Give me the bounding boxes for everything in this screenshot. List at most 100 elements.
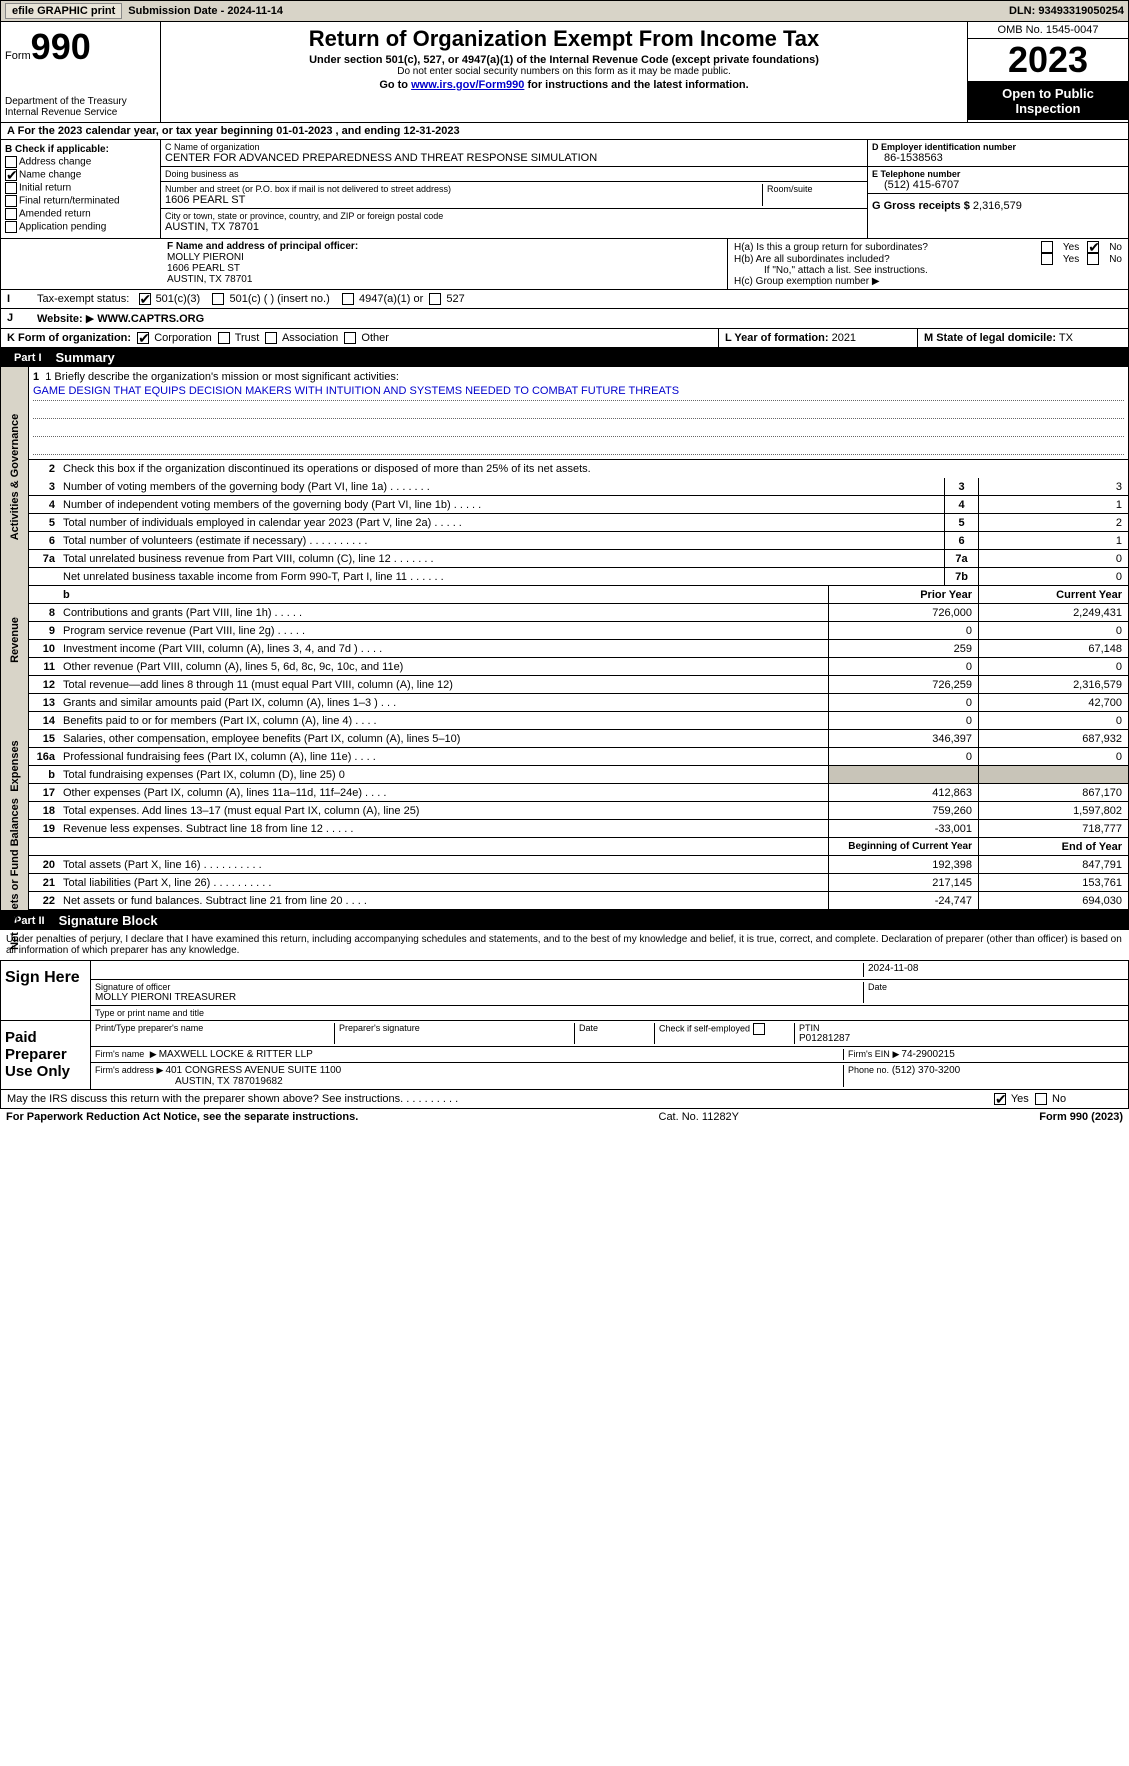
c-org-name: CENTER FOR ADVANCED PREPAREDNESS AND THR… (165, 152, 863, 164)
row-klm: K Form of organization: Corporation Trus… (0, 329, 1129, 348)
col-deg: D Employer identification number 86-1538… (868, 140, 1128, 238)
hdr-prior: Prior Year (828, 586, 978, 603)
summary-row: 5Total number of individuals employed in… (29, 514, 1128, 532)
goto-post: for instructions and the latest informat… (524, 79, 748, 91)
paid-preparer-label: Paid Preparer Use Only (1, 1021, 91, 1089)
type-name-label: Type or print name and title (95, 1008, 204, 1018)
summary-row: 20Total assets (Part X, line 16) . . . .… (29, 856, 1128, 874)
d-ein-label: D Employer identification number (872, 142, 1124, 152)
chk-501c3[interactable] (139, 293, 151, 305)
page-footer: For Paperwork Reduction Act Notice, see … (0, 1109, 1129, 1125)
b-label: b (59, 587, 828, 603)
f-officer-city: AUSTIN, TX 78701 (167, 274, 721, 285)
net-assets-block: Net Assets or Fund Balances Beginning of… (0, 838, 1129, 911)
c-room-label: Room/suite (767, 184, 863, 194)
signature-block: Sign Here 2024-11-08 Signature of office… (0, 960, 1129, 1090)
form-title: Return of Organization Exempt From Incom… (165, 26, 963, 52)
expenses-block: Expenses 13Grants and similar amounts pa… (0, 694, 1129, 838)
a-tax-year-line: A For the 2023 calendar year, or tax yea… (0, 123, 1129, 140)
summary-row: 18Total expenses. Add lines 13–17 (must … (29, 802, 1128, 820)
c-dba-label: Doing business as (165, 169, 863, 179)
chk-4947[interactable] (342, 293, 354, 305)
hdr-beg: Beginning of Current Year (828, 838, 978, 855)
chk-name-change[interactable] (5, 169, 17, 181)
chk-ha-yes[interactable] (1041, 241, 1053, 253)
efile-print-button[interactable]: efile GRAPHIC print (5, 3, 122, 19)
c-city: AUSTIN, TX 78701 (165, 221, 863, 233)
chk-ha-no[interactable] (1087, 241, 1099, 253)
c-name-label: C Name of organization (165, 142, 863, 152)
omb-number: OMB No. 1545-0047 (968, 22, 1128, 39)
c-city-label: City or town, state or province, country… (165, 211, 863, 221)
b-header: B Check if applicable: (5, 144, 156, 155)
side-governance: Activities & Governance (1, 367, 29, 586)
f-label: F Name and address of principal officer: (167, 241, 721, 252)
chk-initial-return[interactable] (5, 182, 17, 194)
f-officer-street: 1606 PEARL ST (167, 263, 721, 274)
chk-hb-no[interactable] (1087, 253, 1099, 265)
summary-row: 6Total number of volunteers (estimate if… (29, 532, 1128, 550)
g-gross-val: 2,316,579 (973, 200, 1022, 212)
summary-row: 7aTotal unrelated business revenue from … (29, 550, 1128, 568)
irs-link[interactable]: www.irs.gov/Form990 (411, 79, 524, 91)
summary-row: 8Contributions and grants (Part VIII, li… (29, 604, 1128, 622)
chk-discuss-no[interactable] (1035, 1093, 1047, 1105)
subtitle-1: Under section 501(c), 527, or 4947(a)(1)… (165, 54, 963, 66)
form-word: Form (5, 50, 31, 62)
summary-row: 15Salaries, other compensation, employee… (29, 730, 1128, 748)
chk-self-employed[interactable] (753, 1023, 765, 1035)
goto-pre: Go to (379, 79, 411, 91)
sign-here-label: Sign Here (1, 961, 91, 1020)
chk-other[interactable] (344, 332, 356, 344)
col-c: C Name of organization CENTER FOR ADVANC… (161, 140, 868, 238)
chk-hb-yes[interactable] (1041, 253, 1053, 265)
arrow-icon: ▶ (872, 276, 880, 287)
officer-name: MOLLY PIERONI TREASURER (95, 992, 863, 1003)
chk-corp[interactable] (137, 332, 149, 344)
summary-row: 4Number of independent voting members of… (29, 496, 1128, 514)
e-phone: (512) 415-6707 (872, 179, 1124, 191)
c-street-label: Number and street (or P.O. box if mail i… (165, 184, 758, 194)
summary-row: 17Other expenses (Part IX, column (A), l… (29, 784, 1128, 802)
part1-header: Part I Summary (0, 348, 1129, 367)
form-header: Form990 Department of the Treasury Inter… (0, 22, 1129, 123)
subtitle-2: Do not enter social security numbers on … (165, 66, 963, 77)
summary-row: Net unrelated business taxable income fr… (29, 568, 1128, 586)
mission-text: GAME DESIGN THAT EQUIPS DECISION MAKERS … (33, 385, 1124, 401)
firm-phone: (512) 370-3200 (892, 1065, 960, 1076)
summary-row: 9Program service revenue (Part VIII, lin… (29, 622, 1128, 640)
summary-row: 10Investment income (Part VIII, column (… (29, 640, 1128, 658)
website-link[interactable]: WWW.CAPTRS.ORG (97, 313, 204, 325)
chk-discuss-yes[interactable] (994, 1093, 1006, 1105)
hb-label: H(b) Are all subordinates included? (734, 254, 1033, 265)
chk-final-return[interactable] (5, 195, 17, 207)
summary-row: 14Benefits paid to or for members (Part … (29, 712, 1128, 730)
chk-assoc[interactable] (265, 332, 277, 344)
open-inspection: Open to Public Inspection (968, 82, 1128, 120)
hb-note: If "No," attach a list. See instructions… (734, 265, 1122, 276)
line-16b: Total fundraising expenses (Part IX, col… (59, 767, 828, 783)
governance-block: Activities & Governance 1 1 Briefly desc… (0, 367, 1129, 586)
hc-label: H(c) Group exemption number (734, 276, 869, 287)
revenue-block: Revenue b Prior Year Current Year 8Contr… (0, 586, 1129, 694)
firm-city: AUSTIN, TX 787019682 (95, 1076, 843, 1087)
summary-row: 21Total liabilities (Part X, line 26) . … (29, 874, 1128, 892)
chk-trust[interactable] (218, 332, 230, 344)
footer-right: Form 990 (2023) (1039, 1111, 1123, 1123)
c-street: 1606 PEARL ST (165, 194, 758, 206)
sig-officer-label: Signature of officer (95, 982, 863, 992)
fh-row: F Name and address of principal officer:… (0, 239, 1129, 290)
ptin: P01281287 (799, 1033, 1124, 1044)
footer-left: For Paperwork Reduction Act Notice, see … (6, 1111, 358, 1123)
summary-row: 19Revenue less expenses. Subtract line 1… (29, 820, 1128, 838)
chk-app-pending[interactable] (5, 221, 17, 233)
chk-amended-return[interactable] (5, 208, 17, 220)
sign-date: 2024-11-08 (864, 963, 1124, 977)
part2-header: Part II Signature Block (0, 911, 1129, 930)
f-officer-name: MOLLY PIERONI (167, 252, 721, 263)
firm-ein: 74-2900215 (901, 1049, 954, 1060)
sig-date-label: Date (868, 982, 1124, 992)
chk-527[interactable] (429, 293, 441, 305)
summary-row: 11Other revenue (Part VIII, column (A), … (29, 658, 1128, 676)
chk-501c[interactable] (212, 293, 224, 305)
